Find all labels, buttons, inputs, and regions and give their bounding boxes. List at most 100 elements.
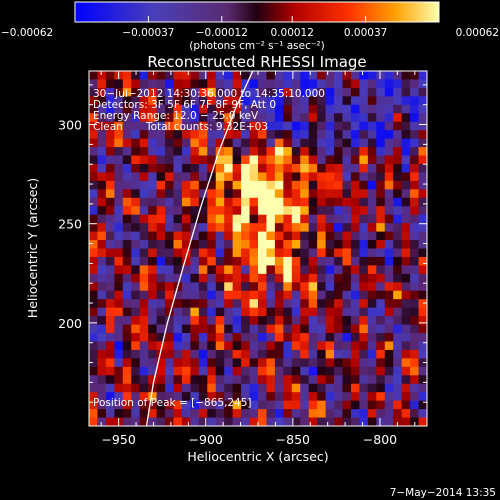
heatmap-cell (393, 104, 403, 114)
heatmap-cell (291, 324, 301, 334)
heatmap-cell (198, 273, 208, 283)
heatmap-cell (198, 358, 208, 368)
heatmap-cell (148, 333, 158, 343)
heatmap-cell (350, 96, 360, 106)
heatmap-cell (215, 223, 225, 233)
heatmap-cell (207, 189, 217, 199)
heatmap-cell (401, 206, 411, 216)
heatmap-cell (274, 121, 284, 131)
heatmap-cell (266, 333, 276, 343)
heatmap-cell (376, 324, 386, 334)
heatmap-cell (418, 400, 427, 410)
heatmap-cell (308, 197, 318, 207)
heatmap-cell (148, 375, 158, 385)
heatmap-cell (325, 265, 335, 275)
heatmap-cell (232, 383, 242, 393)
heatmap-cell (350, 104, 360, 114)
heatmap-cell (359, 172, 369, 182)
heatmap-cell (266, 375, 276, 385)
heatmap-cell (131, 231, 141, 241)
heatmap-cell (156, 113, 166, 123)
annotation-energy-range: Energy Range: 12.0 − 25.0 keV (93, 110, 259, 122)
heatmap-cell (393, 206, 403, 216)
heatmap-cell (317, 130, 327, 140)
heatmap-cell (283, 189, 293, 199)
heatmap-cell (367, 138, 377, 148)
heatmap-cell (317, 248, 327, 258)
heatmap-cell (241, 231, 251, 241)
heatmap-cell (317, 265, 327, 275)
heatmap-cell (384, 324, 394, 334)
heatmap-cell (232, 71, 242, 81)
heatmap-cell (173, 316, 183, 326)
heatmap-cell (105, 147, 115, 157)
heatmap-cell (105, 206, 115, 216)
heatmap-cell (384, 316, 394, 326)
heatmap-cell (97, 307, 107, 317)
heatmap-cell (224, 316, 234, 326)
heatmap-cell (122, 349, 132, 359)
heatmap-cell (232, 180, 242, 190)
heatmap-cell (122, 324, 132, 334)
heatmap-cell (97, 206, 107, 216)
heatmap-cell (105, 265, 115, 275)
heatmap-cell (410, 155, 420, 165)
heatmap-cell (122, 231, 132, 241)
heatmap-cell (418, 240, 427, 250)
heatmap-cell (274, 409, 284, 419)
heatmap-cell (401, 113, 411, 123)
heatmap-cell (325, 248, 335, 258)
heatmap-cell (266, 316, 276, 326)
heatmap-cell (393, 341, 403, 351)
heatmap-cell (325, 130, 335, 140)
heatmap-cell (401, 282, 411, 292)
heatmap-cell (334, 155, 344, 165)
heatmap-cell (131, 147, 141, 157)
heatmap-cell (350, 138, 360, 148)
heatmap-cell (342, 299, 352, 309)
heatmap-cell (300, 104, 310, 114)
heatmap-cell (89, 341, 99, 351)
heatmap-cell (334, 206, 344, 216)
heatmap-cell (181, 299, 191, 309)
heatmap-cell (410, 87, 420, 97)
heatmap-cell (376, 147, 386, 157)
heatmap-cell (317, 172, 327, 182)
heatmap-cell (334, 417, 344, 426)
heatmap-cell (173, 409, 183, 419)
heatmap-cell (131, 223, 141, 233)
heatmap-cell (131, 409, 141, 419)
heatmap-cell (97, 324, 107, 334)
heatmap-cell (165, 172, 175, 182)
heatmap-cell (232, 231, 242, 241)
heatmap-cell (181, 307, 191, 317)
heatmap-cell (165, 400, 175, 410)
heatmap-cell (384, 383, 394, 393)
heatmap-cell (266, 197, 276, 207)
heatmap-cell (249, 341, 259, 351)
heatmap-cell (359, 392, 369, 402)
heatmap-cell (131, 214, 141, 224)
heatmap-cell (114, 96, 124, 106)
heatmap-cell (97, 383, 107, 393)
heatmap-cell (367, 121, 377, 131)
heatmap-cell (215, 163, 225, 174)
heatmap-cell (224, 375, 234, 385)
heatmap-cell (300, 333, 310, 343)
heatmap-cell (376, 206, 386, 216)
heatmap-cell (89, 189, 99, 199)
heatmap-cell (241, 113, 251, 123)
heatmap-cell (258, 231, 268, 241)
heatmap-cell (291, 180, 301, 190)
heatmap-cell (190, 172, 200, 182)
heatmap-cell (131, 113, 141, 123)
heatmap-cell (300, 282, 310, 292)
heatmap-cell (114, 273, 124, 283)
heatmap-cell (89, 130, 99, 140)
heatmap-cell (300, 366, 310, 376)
heatmap-cell (114, 231, 124, 241)
heatmap-cell (300, 214, 310, 224)
heatmap-cell (181, 130, 191, 140)
heatmap-cell (114, 333, 124, 343)
heatmap-cell (367, 256, 377, 266)
